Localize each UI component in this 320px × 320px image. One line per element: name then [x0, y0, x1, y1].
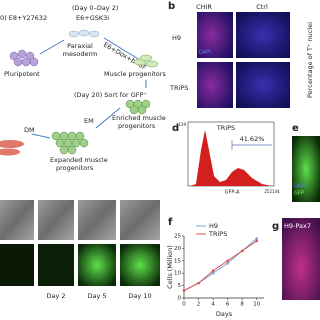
legend-label: H9 — [209, 222, 218, 230]
x-tick-label: 0 — [182, 302, 186, 308]
axis-limit: 139 — [178, 122, 186, 127]
stain-label: GFP — [294, 191, 304, 197]
panel-f: f 0 5 10 15 20 25 0 2 4 6 8 10 Days Cells (Million) H9T… — [166, 217, 264, 318]
axis-label: GFP-A — [225, 190, 240, 196]
arrow — [95, 107, 121, 129]
point — [182, 289, 186, 292]
sort-label: (Day 20) Sort for GFP⁺ — [74, 91, 147, 99]
panel-letter: g — [272, 221, 279, 232]
stage-label: progenitors — [118, 122, 156, 130]
micrograph — [120, 200, 160, 240]
micrograph — [38, 244, 74, 286]
stage-label: Paraxial — [67, 42, 93, 50]
day-label: Day 2 — [46, 292, 65, 300]
y-tick-label: 15 — [174, 258, 181, 264]
x-tick-label: 6 — [226, 302, 230, 308]
axis-limit: 252144 — [264, 189, 280, 194]
stage-label: Enriched muscle — [112, 114, 166, 122]
micrograph — [197, 12, 233, 58]
point — [211, 269, 215, 273]
micrograph — [38, 200, 74, 240]
stage-label: mesoderm — [63, 50, 98, 58]
expanded-cells — [51, 131, 89, 155]
micrograph — [120, 244, 160, 286]
point — [255, 237, 259, 240]
panel-a: 0) E8+Y27632 (Day 0–Day 2) E6+GSK3i Plur… — [0, 4, 166, 172]
micrograph — [236, 62, 290, 108]
stage-label: Muscle progenitors — [104, 70, 166, 78]
day-label: Day 5 — [87, 292, 106, 300]
myotube — [0, 140, 24, 148]
point — [226, 259, 229, 263]
progenitor-cells — [133, 54, 159, 68]
y-tick-label: 5 — [178, 283, 182, 289]
panel-title: H9-Pax7 — [284, 222, 311, 230]
stain-label: DAPI — [199, 50, 211, 56]
stain-label: DAPI — [294, 184, 306, 190]
series-line — [183, 238, 258, 292]
point — [211, 271, 215, 275]
micrograph — [78, 200, 116, 240]
panel-e: e DAPI GFP — [292, 123, 320, 202]
column-label: CHIR — [196, 3, 212, 11]
medium-label: 0) E8+Y27632 — [0, 14, 47, 22]
micrograph — [282, 218, 320, 300]
day-label: Day 10 — [128, 292, 151, 300]
enriched-cells — [125, 99, 151, 115]
medium-label: DM — [24, 126, 35, 134]
x-axis-label: Days — [216, 310, 233, 318]
gate-label: 41.62% — [240, 135, 265, 143]
micrograph — [292, 136, 320, 202]
x-tick-label: 4 — [211, 302, 215, 308]
point — [255, 239, 259, 243]
panel-d: d TRiPS 41.62% 139 GFP-A 252144 — [172, 121, 280, 196]
x-tick-label: 2 — [197, 302, 201, 308]
column-label: Ctrl — [256, 3, 268, 11]
row-label: TRiPS — [169, 84, 188, 92]
series-line — [183, 240, 258, 292]
panel-letter: e — [292, 123, 299, 134]
stage-label: Expanded muscle — [50, 156, 108, 164]
x-tick-label: 10 — [253, 302, 260, 308]
y-axis-label: Cells (Million) — [166, 245, 174, 289]
plot-title: TRiPS — [216, 124, 235, 132]
micrograph — [78, 244, 116, 286]
y-tick-label: 0 — [178, 296, 182, 302]
cell-cluster — [9, 49, 39, 67]
stage-label: progenitors — [56, 164, 94, 172]
y-tick-label: 25 — [174, 234, 181, 240]
panel-letter: b — [168, 1, 175, 12]
medium-label: E6+GSK3i — [76, 14, 109, 22]
point — [197, 281, 200, 285]
micrograph — [0, 200, 34, 240]
row-label: H9 — [172, 34, 181, 42]
panel-b: b CHIR Ctrl H9 TRiPS DAPI Percentage of … — [168, 1, 314, 108]
arrow — [103, 37, 141, 61]
y-tick-label: 20 — [174, 246, 181, 252]
y-tick-label: 10 — [174, 271, 181, 277]
histogram — [190, 130, 272, 186]
medium-label: EM — [84, 117, 94, 125]
panel-c: Day 2 Day 5 Day 10 — [0, 200, 160, 300]
arrow — [31, 133, 51, 139]
point — [226, 261, 229, 265]
legend-label: TRiPS — [208, 230, 227, 238]
side-label: Percentage of T⁺ nuclei — [306, 22, 314, 98]
x-tick-label: 8 — [240, 302, 244, 308]
panel-letter: f — [168, 217, 173, 228]
micrograph — [0, 244, 34, 286]
myotube — [0, 148, 20, 156]
micrograph — [197, 62, 233, 108]
micrograph — [236, 12, 290, 58]
mesoderm-cells — [68, 29, 100, 38]
day-range: (Day 0–Day 2) — [72, 4, 118, 12]
panel-letter: d — [172, 123, 179, 134]
panel-g: g H9-Pax7 — [272, 218, 320, 300]
arrow — [39, 39, 65, 55]
stage-label: Pluripotent — [4, 70, 40, 78]
point — [240, 249, 244, 253]
